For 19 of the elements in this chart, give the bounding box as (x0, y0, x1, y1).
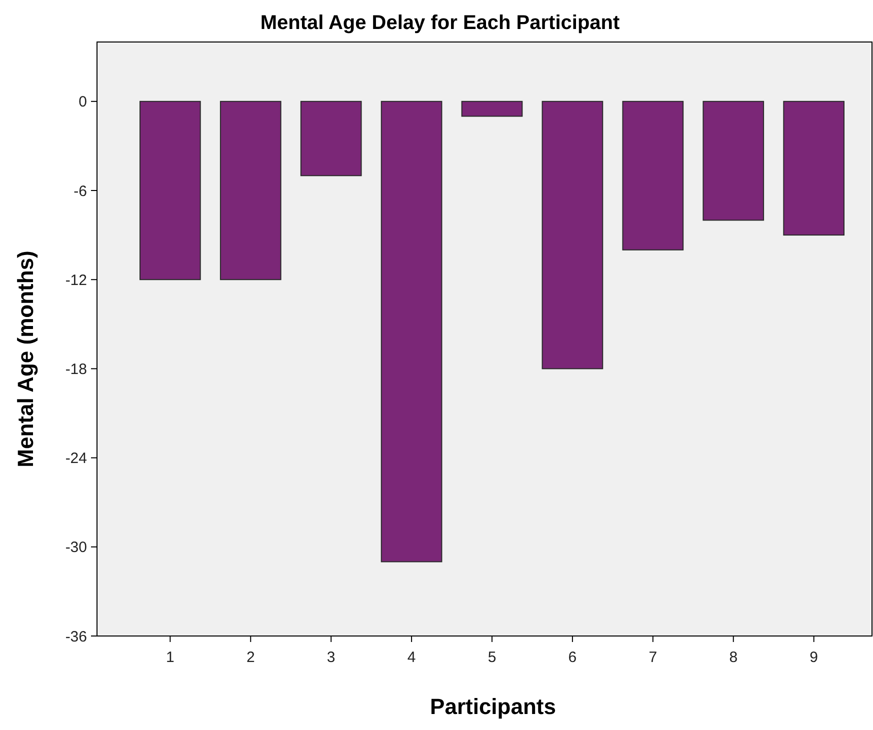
x-tick-label: 5 (488, 649, 496, 666)
y-tick-label: -12 (65, 272, 87, 289)
y-axis-title: Mental Age (months) (13, 250, 38, 468)
x-tick-label: 6 (568, 649, 577, 666)
x-tick-label: 2 (246, 649, 255, 666)
x-axis-title: Participants (430, 694, 556, 719)
x-tick-label: 9 (810, 649, 818, 666)
x-tick-label: 8 (729, 649, 738, 666)
y-tick-label: -6 (74, 182, 87, 200)
y-tick-label: 0 (78, 94, 87, 111)
y-tick-label: -30 (65, 539, 87, 556)
x-tick-label: 3 (326, 649, 336, 666)
x-tick-label: 4 (407, 649, 416, 666)
x-tick-label: 7 (648, 649, 658, 666)
y-tick-label: -36 (65, 628, 87, 646)
y-tick-label: -18 (65, 360, 87, 378)
y-tick-label: -24 (65, 450, 87, 468)
x-tick-label: 1 (166, 649, 174, 666)
chart-title: Mental Age Delay for Each Participant (260, 12, 620, 34)
